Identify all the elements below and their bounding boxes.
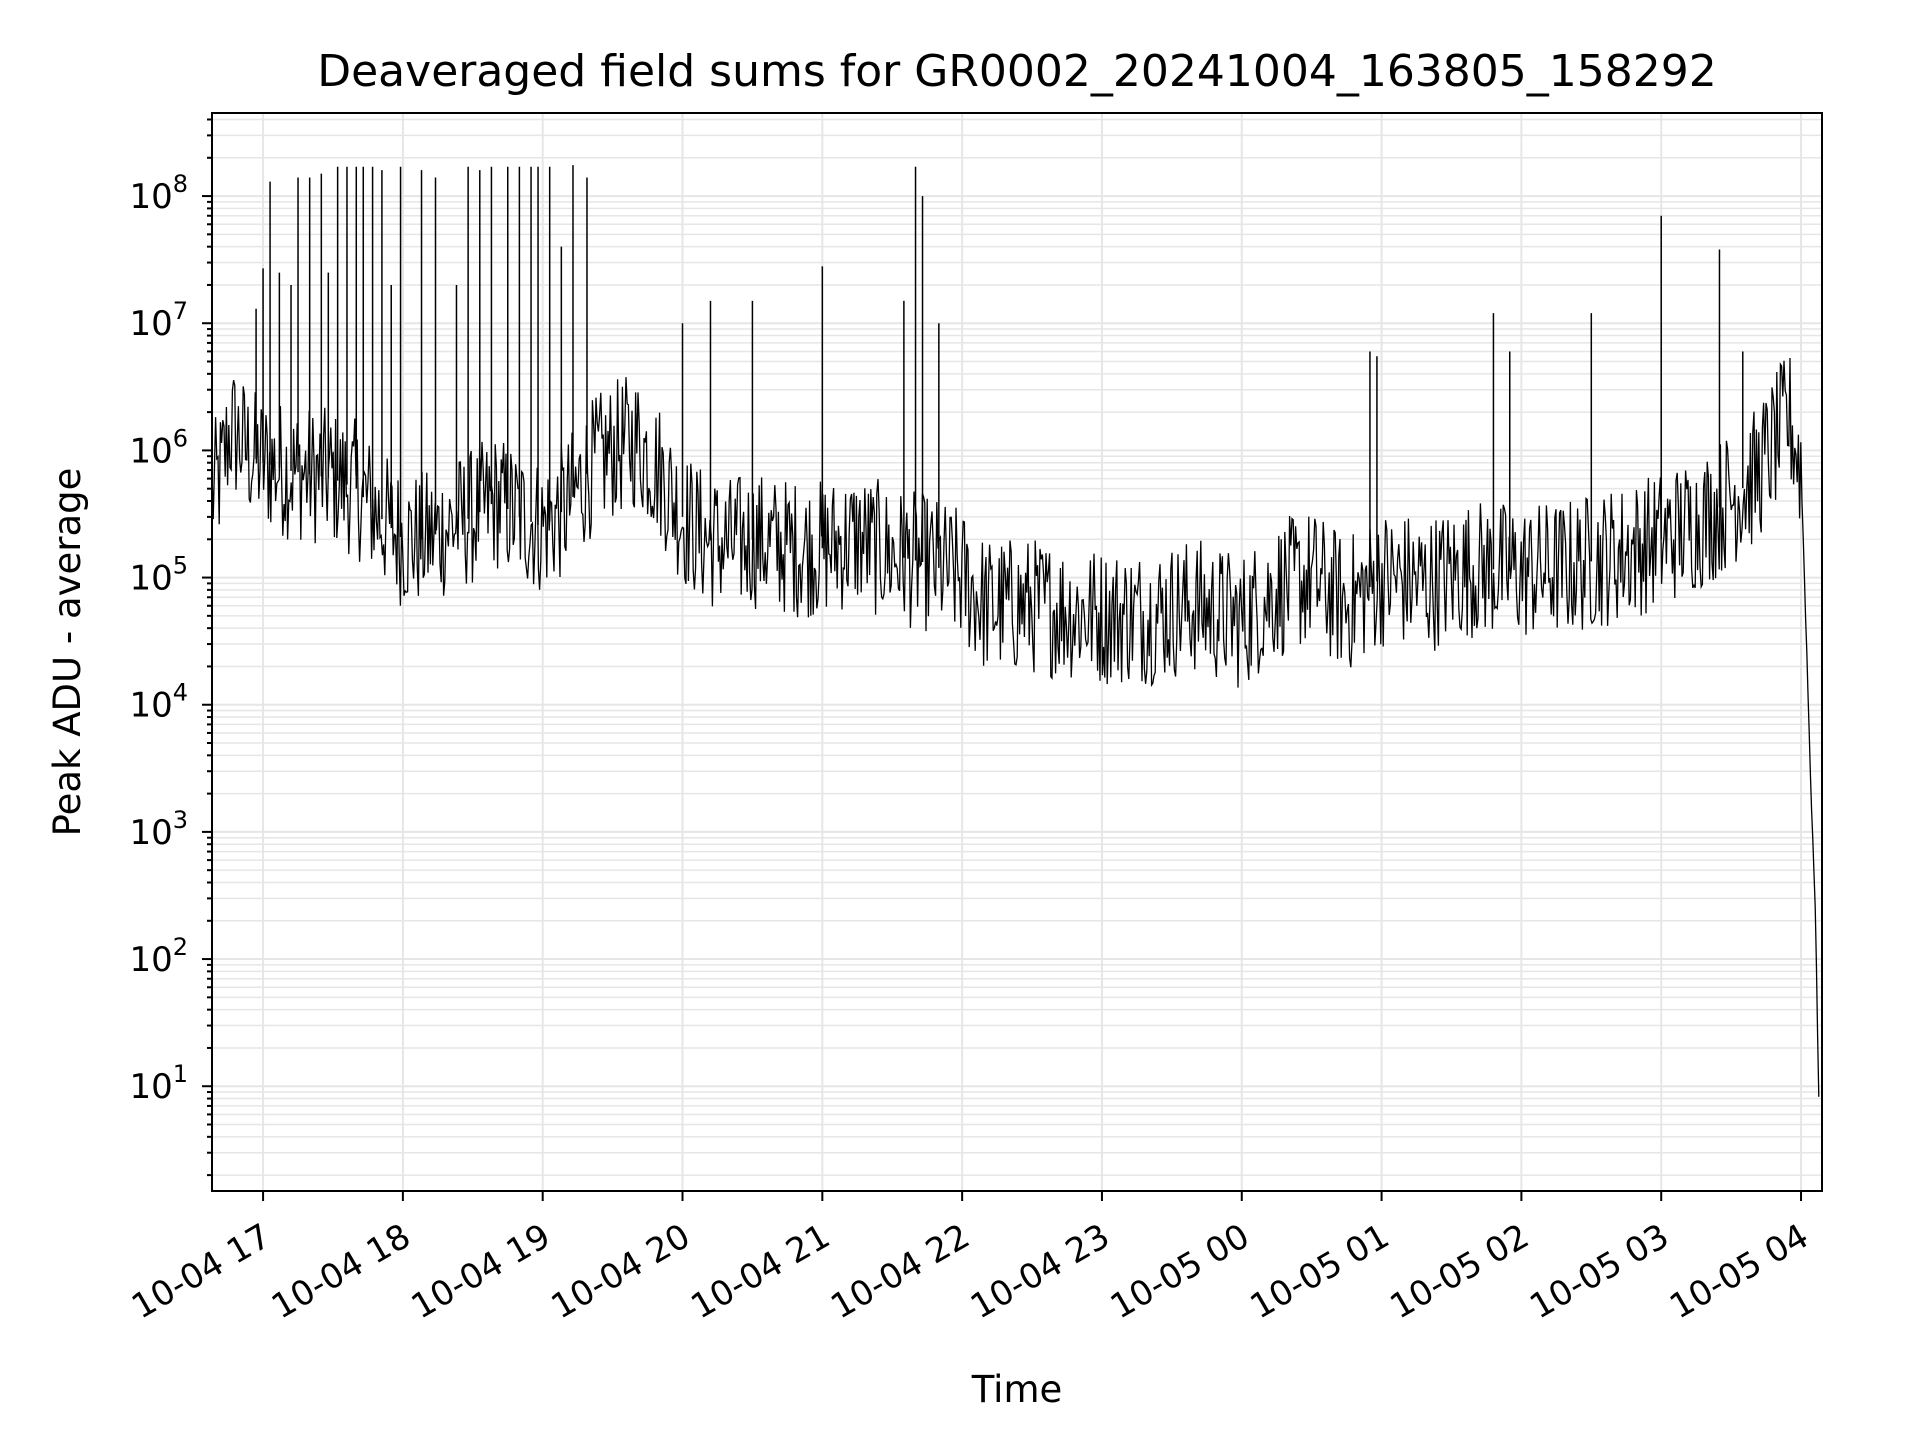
y-tick-label: 106 (129, 424, 188, 471)
x-axis-label: Time (971, 1368, 1063, 1411)
y-tick-label: 104 (129, 679, 188, 726)
y-tick-label: 101 (129, 1060, 188, 1107)
axes-frame (211, 112, 1823, 1192)
y-axis-label: Peak ADU - average (46, 468, 89, 837)
y-tick-label: 102 (129, 933, 188, 980)
y-axis: 101 102 103 104 105 106 107 108 (129, 118, 212, 1177)
y-tick-label: 103 (129, 806, 188, 853)
plot-area (211, 165, 1820, 1097)
y-tick-label: 107 (129, 297, 188, 344)
chart-title: Deaveraged field sums for GR0002_2024100… (317, 46, 1717, 97)
y-tick-label: 108 (129, 170, 188, 217)
y-tick-label: 105 (129, 552, 188, 599)
